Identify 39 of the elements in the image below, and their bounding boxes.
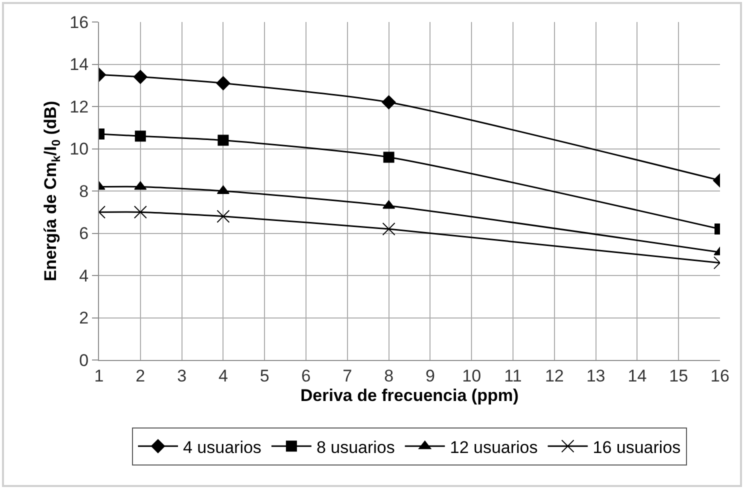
x-axis-title: Deriva de frecuencia (ppm) xyxy=(300,386,519,405)
x-tick-label: 7 xyxy=(342,366,352,386)
point xyxy=(382,222,396,236)
point xyxy=(218,134,229,146)
x-tick-label: 3 xyxy=(177,366,187,386)
point xyxy=(134,130,146,142)
point xyxy=(134,206,147,219)
x-tick-label: 5 xyxy=(260,366,270,386)
x-tick-label: 13 xyxy=(586,366,606,386)
y-tick-label: 6 xyxy=(79,224,89,244)
x-tick-label: 2 xyxy=(136,366,146,386)
y-tick-label: 10 xyxy=(70,140,89,159)
y-tick-label: 8 xyxy=(79,182,89,201)
y-tick-label: 14 xyxy=(70,55,89,74)
x-tick-label: 12 xyxy=(544,366,564,386)
legend-label: 16 usuarios xyxy=(592,438,681,457)
legend-label: 4 usuarios xyxy=(183,438,262,457)
x-tick-label: 6 xyxy=(301,366,311,386)
x-tick-label: 1 xyxy=(94,366,104,386)
x-tick-label: 16 xyxy=(710,366,730,386)
legend-label: 8 usuarios xyxy=(316,438,395,457)
y-tick-label: 2 xyxy=(79,308,89,328)
legend-label: 12 usuarios xyxy=(450,438,538,457)
x-tick-label: 14 xyxy=(628,366,647,386)
point xyxy=(383,152,394,163)
y-tick-label: 16 xyxy=(70,12,89,32)
x-tick-label: 8 xyxy=(384,366,394,386)
x-tick-label: 15 xyxy=(669,366,688,386)
x-tick-label: 4 xyxy=(218,366,228,386)
x-tick-label: 11 xyxy=(504,366,522,386)
point xyxy=(133,70,148,84)
x-tick-label: 10 xyxy=(462,366,482,386)
y-tick-label: 12 xyxy=(70,97,89,116)
point xyxy=(216,76,230,90)
y-tick-label: 0 xyxy=(79,350,89,370)
x-tick-label: 9 xyxy=(425,366,435,386)
point xyxy=(216,210,230,223)
y-tick-label: 4 xyxy=(79,266,89,286)
point xyxy=(382,95,396,110)
